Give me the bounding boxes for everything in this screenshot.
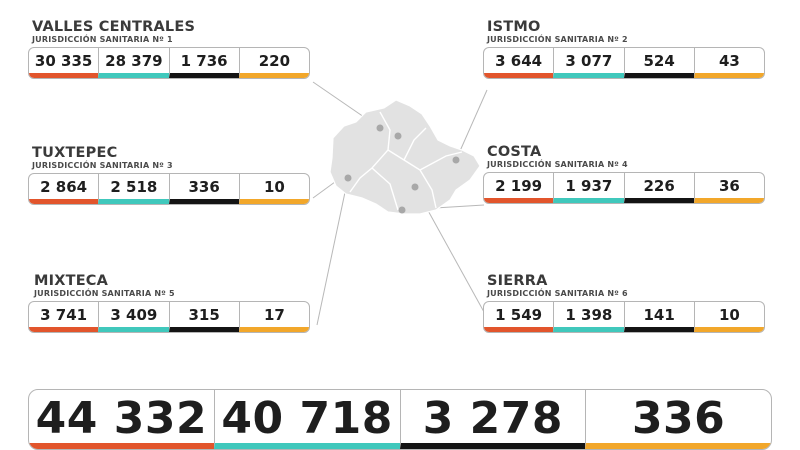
leader-line-istmo xyxy=(455,89,488,161)
recovered-count: 28 379 xyxy=(98,48,169,78)
confirmed-count: 3 741 xyxy=(29,302,99,332)
recovered-count: 2 518 xyxy=(98,174,169,204)
region-istmo: ISTMO JURISDICCIÓN SANITARIA Nº 2 3 644 … xyxy=(483,19,765,79)
region-jurisdiction: JURISDICCIÓN SANITARIA Nº 2 xyxy=(487,35,628,44)
region-jurisdiction: JURISDICCIÓN SANITARIA Nº 4 xyxy=(487,160,628,169)
active-count: 36 xyxy=(693,173,764,203)
active-count: 10 xyxy=(238,174,309,204)
map-dots xyxy=(344,124,460,214)
total-deaths-count: 3 278 xyxy=(399,390,586,449)
active-count: 17 xyxy=(238,302,309,332)
stat-box: 2 199 1 937 226 36 xyxy=(483,172,765,204)
recovered-count: 1 937 xyxy=(553,173,624,203)
region-jurisdiction: JURISDICCIÓN SANITARIA Nº 3 xyxy=(32,161,173,170)
region-name: COSTA xyxy=(487,144,542,160)
stat-box: 1 549 1 398 141 10 xyxy=(483,301,765,333)
confirmed-count: 3 644 xyxy=(484,48,554,78)
confirmed-count: 1 549 xyxy=(484,302,554,332)
deaths-count: 315 xyxy=(168,302,239,332)
stat-box: 2 864 2 518 336 10 xyxy=(28,173,310,205)
recovered-count: 3 409 xyxy=(98,302,169,332)
region-mixteca: MIXTECA JURISDICCIÓN SANITARIA Nº 5 3 74… xyxy=(28,273,310,333)
total-recovered-count: 40 718 xyxy=(213,390,400,449)
deaths-count: 226 xyxy=(623,173,694,203)
confirmed-count: 2 199 xyxy=(484,173,554,203)
active-count: 10 xyxy=(693,302,764,332)
active-count: 43 xyxy=(693,48,764,78)
region-sierra: SIERRA JURISDICCIÓN SANITARIA Nº 6 1 549… xyxy=(483,273,765,333)
total-confirmed-count: 44 332 xyxy=(29,390,214,449)
district-borders xyxy=(349,111,463,211)
region-name: TUXTEPEC xyxy=(32,145,118,161)
region-jurisdiction: JURISDICCIÓN SANITARIA Nº 5 xyxy=(34,289,175,298)
deaths-count: 1 736 xyxy=(168,48,239,78)
region-name: SIERRA xyxy=(487,273,548,289)
confirmed-count: 30 335 xyxy=(29,48,99,78)
region-valles-centrales: VALLES CENTRALES JURISDICCIÓN SANITARIA … xyxy=(28,19,310,79)
region-costa: COSTA JURISDICCIÓN SANITARIA Nº 4 2 199 … xyxy=(483,144,765,204)
region-tuxtepec: TUXTEPEC JURISDICCIÓN SANITARIA Nº 3 2 8… xyxy=(28,145,310,205)
deaths-count: 524 xyxy=(623,48,694,78)
state-total-box: 44 332 40 718 3 278 336 xyxy=(28,389,772,450)
leader-line-mixteca xyxy=(316,177,349,326)
stat-box: 30 335 28 379 1 736 220 xyxy=(28,47,310,79)
region-jurisdiction: JURISDICCIÓN SANITARIA Nº 6 xyxy=(487,289,628,298)
region-name: VALLES CENTRALES xyxy=(32,19,196,35)
total-active-count: 336 xyxy=(585,390,771,449)
confirmed-count: 2 864 xyxy=(29,174,99,204)
recovered-count: 3 077 xyxy=(553,48,624,78)
recovered-count: 1 398 xyxy=(553,302,624,332)
region-jurisdiction: JURISDICCIÓN SANITARIA Nº 1 xyxy=(32,35,173,44)
active-count: 220 xyxy=(238,48,309,78)
stat-box: 3 644 3 077 524 43 xyxy=(483,47,765,79)
deaths-count: 141 xyxy=(623,302,694,332)
deaths-count: 336 xyxy=(168,174,239,204)
region-name: MIXTECA xyxy=(34,273,109,289)
region-name: ISTMO xyxy=(487,19,541,35)
stat-box: 3 741 3 409 315 17 xyxy=(28,301,310,333)
